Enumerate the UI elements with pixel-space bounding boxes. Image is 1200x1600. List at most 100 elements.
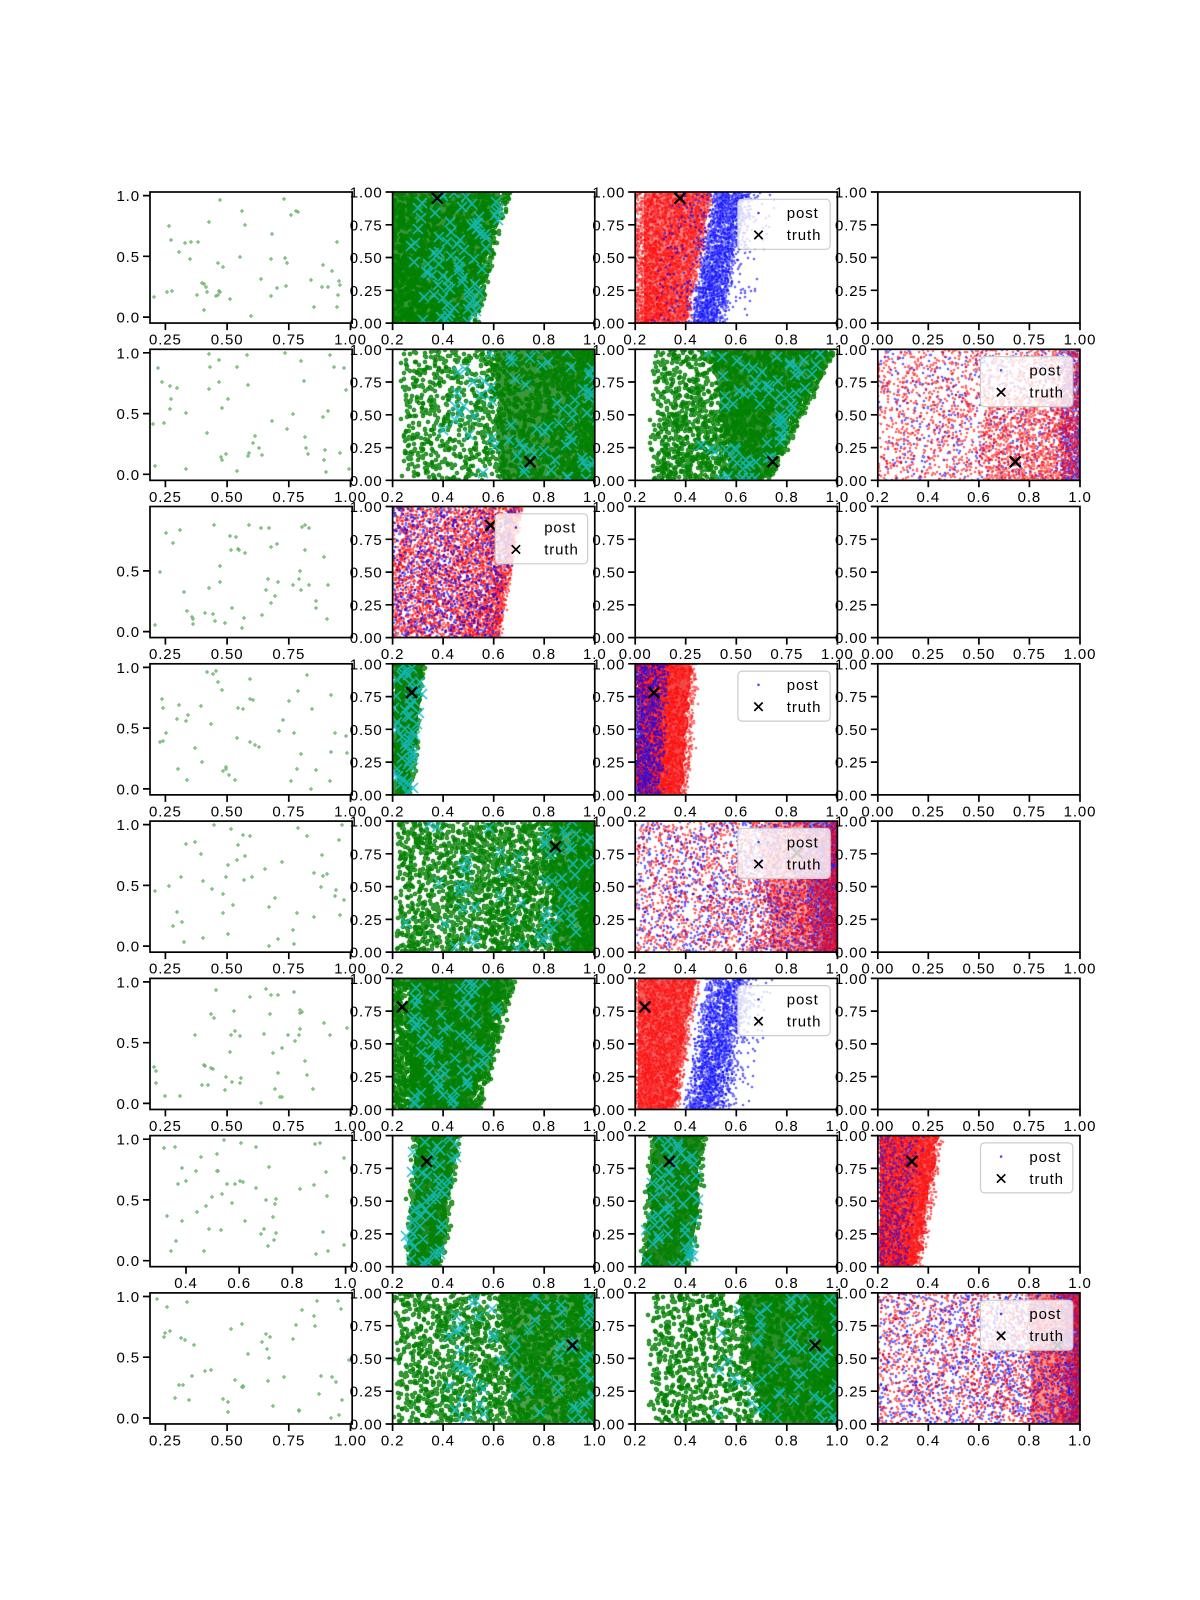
svg-text:1.00: 1.00: [592, 1128, 625, 1145]
svg-text:0.50: 0.50: [835, 1036, 868, 1053]
svg-text:0.75: 0.75: [592, 1161, 625, 1178]
svg-text:0.75: 0.75: [835, 375, 868, 392]
svg-text:0.75: 0.75: [592, 846, 625, 863]
svg-text:0.50: 0.50: [592, 565, 625, 582]
svg-text:0.50: 0.50: [350, 250, 383, 267]
svg-text:1.0: 1.0: [826, 489, 850, 506]
svg-text:0.00: 0.00: [835, 1259, 868, 1276]
svg-text:0.75: 0.75: [272, 803, 305, 820]
svg-text:0.6: 0.6: [482, 489, 506, 506]
svg-text:0.6: 0.6: [482, 961, 506, 978]
svg-text:0.75: 0.75: [272, 1433, 305, 1450]
svg-text:1.00: 1.00: [592, 185, 625, 202]
svg-text:1.00: 1.00: [350, 342, 383, 359]
svg-text:0.4: 0.4: [431, 1118, 455, 1135]
svg-text:0.00: 0.00: [835, 1102, 868, 1119]
svg-text:0.50: 0.50: [835, 879, 868, 896]
svg-text:0.50: 0.50: [592, 722, 625, 739]
svg-text:0.00: 0.00: [861, 961, 894, 978]
svg-text:0.50: 0.50: [963, 803, 996, 820]
svg-text:0.0: 0.0: [116, 1096, 140, 1113]
svg-text:post: post: [1029, 1306, 1061, 1323]
svg-text:0.50: 0.50: [963, 646, 996, 663]
svg-text:0.6: 0.6: [482, 1118, 506, 1135]
svg-text:truth: truth: [787, 227, 822, 244]
svg-text:0.25: 0.25: [350, 1069, 383, 1086]
svg-text:0.25: 0.25: [350, 597, 383, 614]
svg-text:0.25: 0.25: [149, 646, 182, 663]
svg-text:0.50: 0.50: [592, 407, 625, 424]
svg-text:0.4: 0.4: [674, 332, 698, 349]
svg-text:0.50: 0.50: [350, 722, 383, 739]
svg-text:0.00: 0.00: [592, 1417, 625, 1434]
svg-text:post: post: [787, 834, 819, 851]
svg-text:0.6: 0.6: [482, 332, 506, 349]
svg-text:0.50: 0.50: [963, 961, 996, 978]
svg-text:1.0: 1.0: [116, 1132, 140, 1149]
svg-text:1.00: 1.00: [592, 1285, 625, 1302]
svg-text:0.50: 0.50: [350, 407, 383, 424]
svg-text:0.50: 0.50: [350, 1194, 383, 1211]
svg-text:0.25: 0.25: [350, 755, 383, 772]
svg-text:0.50: 0.50: [592, 1036, 625, 1053]
svg-text:0.25: 0.25: [592, 440, 625, 457]
svg-text:0.6: 0.6: [967, 489, 991, 506]
svg-text:0.5: 0.5: [116, 406, 140, 423]
svg-text:0.8: 0.8: [532, 1275, 556, 1292]
svg-text:0.8: 0.8: [775, 1433, 799, 1450]
svg-text:0.6: 0.6: [725, 803, 749, 820]
svg-text:1.00: 1.00: [350, 499, 383, 516]
svg-text:0.75: 0.75: [272, 646, 305, 663]
svg-text:0.25: 0.25: [350, 440, 383, 457]
svg-text:post: post: [787, 677, 819, 694]
svg-text:0.75: 0.75: [835, 689, 868, 706]
svg-text:0.75: 0.75: [272, 1118, 305, 1135]
svg-text:1.00: 1.00: [835, 1128, 868, 1145]
svg-text:0.00: 0.00: [835, 630, 868, 647]
svg-text:0.25: 0.25: [835, 1069, 868, 1086]
svg-text:0.4: 0.4: [917, 1275, 941, 1292]
svg-text:1.00: 1.00: [835, 185, 868, 202]
svg-text:0.50: 0.50: [211, 646, 244, 663]
svg-text:0.2: 0.2: [623, 1275, 647, 1292]
svg-text:0.2: 0.2: [381, 1433, 405, 1450]
svg-text:1.00: 1.00: [350, 1285, 383, 1302]
svg-text:post: post: [544, 520, 576, 537]
svg-text:1.0: 1.0: [583, 803, 607, 820]
svg-text:0.25: 0.25: [149, 803, 182, 820]
svg-text:0.75: 0.75: [350, 217, 383, 234]
svg-text:0.50: 0.50: [350, 565, 383, 582]
svg-text:0.50: 0.50: [350, 1351, 383, 1368]
svg-text:0.6: 0.6: [725, 489, 749, 506]
svg-text:0.25: 0.25: [149, 1118, 182, 1135]
svg-text:0.8: 0.8: [532, 646, 556, 663]
svg-text:0.2: 0.2: [866, 489, 890, 506]
svg-text:0.6: 0.6: [967, 1433, 991, 1450]
svg-text:0.00: 0.00: [861, 803, 894, 820]
svg-text:0.6: 0.6: [967, 1275, 991, 1292]
svg-text:0.2: 0.2: [381, 1275, 405, 1292]
svg-text:0.75: 0.75: [592, 375, 625, 392]
svg-text:0.4: 0.4: [174, 1275, 198, 1292]
svg-text:0.50: 0.50: [963, 1118, 996, 1135]
svg-text:0.0: 0.0: [116, 467, 140, 484]
svg-text:0.2: 0.2: [623, 803, 647, 820]
svg-text:0.8: 0.8: [1018, 1275, 1042, 1292]
svg-text:0.6: 0.6: [482, 1433, 506, 1450]
svg-text:1.00: 1.00: [592, 656, 625, 673]
svg-text:0.6: 0.6: [482, 803, 506, 820]
svg-text:0.25: 0.25: [592, 912, 625, 929]
svg-text:0.75: 0.75: [1013, 1118, 1046, 1135]
svg-text:0.6: 0.6: [227, 1275, 251, 1292]
svg-text:0.0: 0.0: [116, 781, 140, 798]
svg-text:0.00: 0.00: [350, 473, 383, 490]
svg-text:0.50: 0.50: [211, 803, 244, 820]
svg-text:1.0: 1.0: [826, 803, 850, 820]
svg-text:0.25: 0.25: [669, 646, 702, 663]
svg-text:0.00: 0.00: [592, 630, 625, 647]
svg-text:1.00: 1.00: [350, 656, 383, 673]
svg-text:truth: truth: [1029, 385, 1064, 402]
svg-text:0.4: 0.4: [674, 803, 698, 820]
svg-text:1.00: 1.00: [835, 1285, 868, 1302]
svg-text:0.00: 0.00: [835, 787, 868, 804]
